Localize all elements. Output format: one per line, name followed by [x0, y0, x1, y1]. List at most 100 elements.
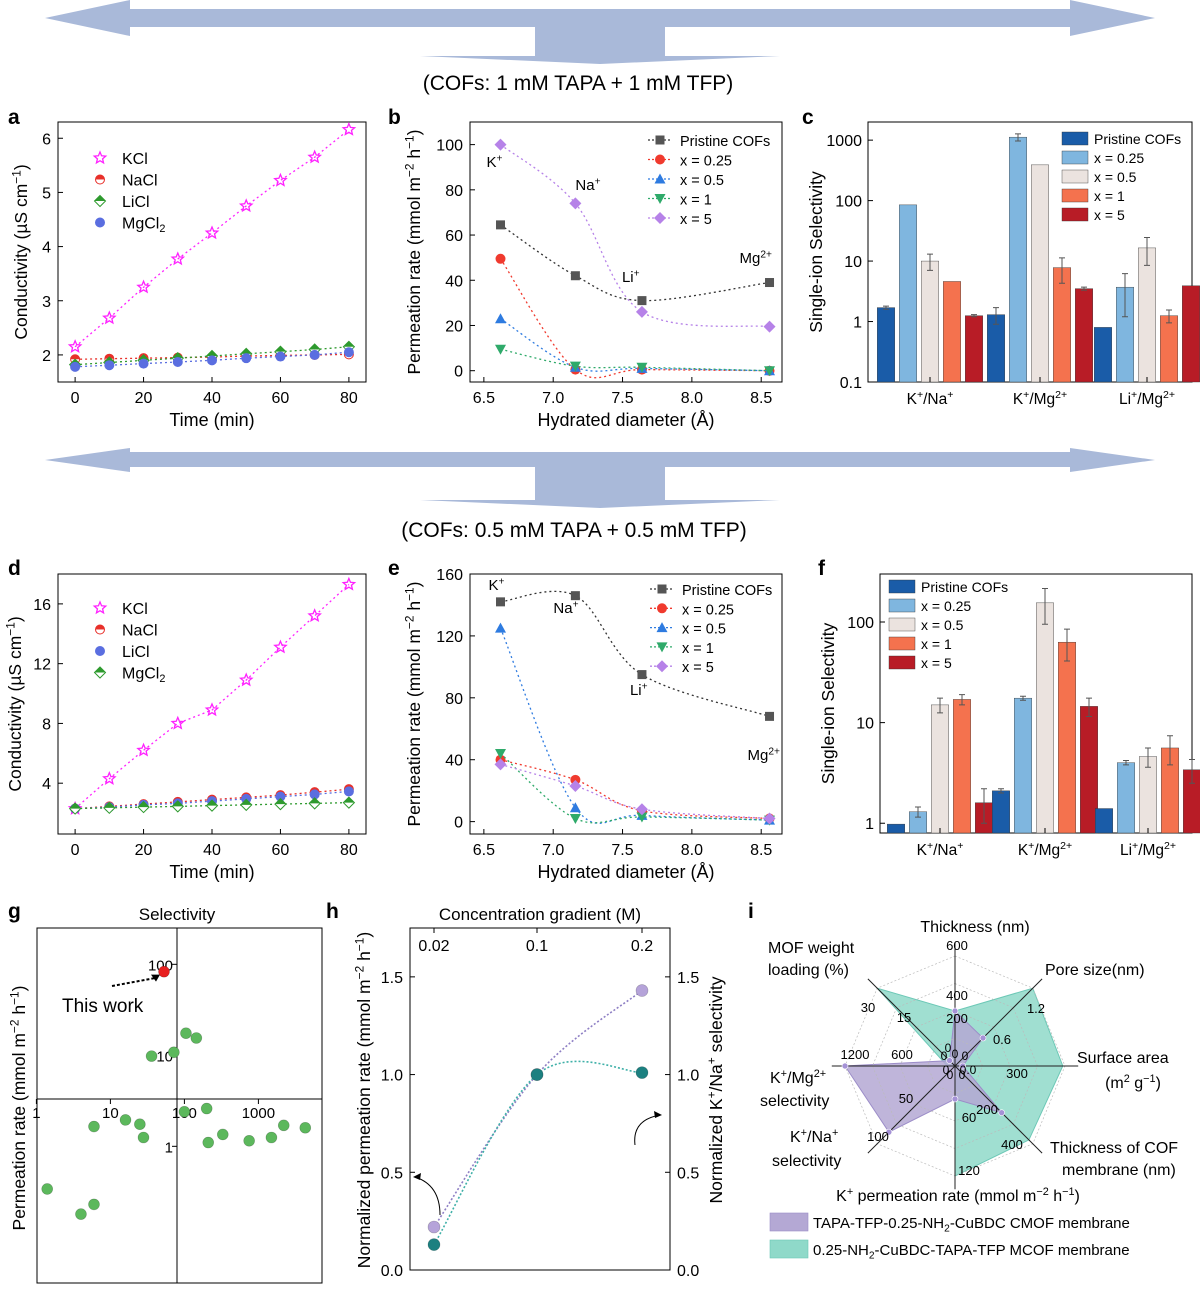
gF-errbar-1-4	[1086, 697, 1092, 718]
gD-point-0-7	[307, 608, 322, 623]
gG-point-9	[180, 1027, 192, 1040]
gD-legend-marker-1	[95, 624, 105, 635]
gD-series-line-2	[75, 790, 349, 810]
gI-axis-label-7b: loading (%)	[768, 962, 849, 979]
gH-xtick-label-2: 0.2	[631, 938, 653, 955]
gH-point-0-2	[635, 984, 649, 997]
gE-ytick-label-4: 160	[436, 567, 463, 584]
gG-point-17	[277, 1119, 290, 1132]
gA-point-3-0	[70, 361, 81, 372]
gG-point-1	[75, 1208, 87, 1220]
gH-point-1-1	[530, 1068, 544, 1081]
gA-point-0-2	[136, 279, 151, 294]
gG-point-18	[299, 1121, 312, 1134]
gA-point-3-5	[241, 353, 252, 364]
gB-legend-marker-1	[655, 154, 665, 165]
gF-errbar-1-0	[998, 788, 1004, 794]
gI-axis-label-7: MOF weight	[768, 940, 855, 957]
gF-errbar-0-3	[959, 694, 965, 706]
gD-xlabel: Time (min)	[169, 862, 254, 882]
gB-legend-label-4: x = 5	[680, 212, 712, 228]
gA-ylabel: Conductivity (µS cm−1)	[9, 164, 31, 339]
gF-bar-2-1	[1117, 762, 1135, 834]
gE-series-line-2	[499, 627, 770, 824]
gI-tick-label-6-0: 600	[891, 1047, 913, 1062]
gA-point-0-5	[238, 198, 254, 213]
gH-point-1-2	[635, 1066, 649, 1079]
gC-errbar-1-3	[1059, 257, 1065, 284]
gG-point-3	[88, 1120, 100, 1133]
panel-letter-f: f	[818, 557, 826, 580]
gI-tick-label-3-0: 200	[976, 1102, 998, 1117]
gE-point-3-1	[569, 814, 581, 825]
gC-legend-label-0: Pristine COFs	[1094, 131, 1181, 147]
gA-ytick-label-1: 3	[42, 294, 51, 311]
gC-ytick-label-4: 1000	[826, 133, 862, 150]
gA-legend-marker-2	[93, 194, 107, 208]
gE-point-4-2	[635, 803, 648, 816]
panel-letter-c: c	[802, 106, 814, 129]
gB-legend-label-0: Pristine COFs	[680, 134, 770, 150]
gG-point-11	[178, 1105, 191, 1118]
gB-point-0-2	[637, 296, 647, 306]
gE-series-line-1	[500, 759, 770, 820]
gI-tick-label-4-0: 60	[962, 1110, 976, 1125]
gD-legend-label-0: KCl	[122, 601, 148, 618]
gI-series-point-0-5	[885, 1128, 893, 1136]
gC-bar-1-2	[1031, 164, 1049, 383]
gB-point-0-3	[765, 278, 775, 288]
gC-legend-swatch-2	[1061, 169, 1089, 184]
gH-arrowhead-right	[654, 1111, 662, 1118]
gF-ytick-label-2: 100	[847, 615, 874, 632]
gH-y2tick-label-2: 1.0	[677, 1068, 699, 1085]
gD-legend-marker-0	[92, 600, 108, 615]
gC-bar-1-3	[1053, 267, 1071, 383]
gA-point-3-7	[309, 349, 320, 360]
gB-xtick-label-4: 8.5	[750, 390, 772, 407]
gD-point-3-8	[342, 796, 356, 809]
gB-series-line-0	[500, 224, 770, 302]
gE-legend-label-2: x = 0.5	[682, 622, 726, 638]
gI-legend-swatch-0	[769, 1212, 809, 1232]
gC-errbar-0-0	[883, 305, 889, 310]
gA-xtick-label-4: 80	[340, 390, 358, 407]
gF-legend-label-3: x = 1	[921, 636, 952, 652]
gF-bar-0-3	[953, 699, 971, 834]
gF-errbar-2-1	[1123, 760, 1129, 766]
gD-point-0-1	[102, 771, 117, 785]
gD-point-0-5	[238, 672, 254, 687]
panel-letter-e: e	[388, 557, 400, 580]
gC-legend-label-4: x = 5	[1094, 207, 1125, 223]
banner-label-middle: (COFs: 0.5 mM TAPA + 0.5 mM TFP)	[401, 519, 747, 542]
gH-arrow-right	[634, 1114, 661, 1146]
gB-series-line-4	[500, 144, 770, 328]
panel-letter-g: g	[8, 900, 21, 923]
gC-errbar-2-1	[1122, 273, 1128, 318]
gI-center-label-2: 0.0	[960, 1063, 977, 1077]
gA-point-3-8	[343, 347, 354, 358]
gH-xtick-label-1: 0.1	[526, 938, 548, 955]
gB-point-3-2	[636, 362, 648, 373]
gF-errbar-1-2	[1042, 588, 1048, 625]
gA-ytick-label-4: 6	[42, 131, 51, 148]
gB-ion-label-2: Li+	[622, 268, 640, 286]
gI-tick-label-3-1: 400	[1001, 1137, 1023, 1152]
gE-legend-label-1: x = 0.25	[682, 602, 734, 618]
gC-bar-1-1	[1009, 136, 1027, 383]
gB-point-0-1	[570, 271, 580, 281]
gG-point-8	[168, 1046, 180, 1059]
gF-frame	[879, 573, 1193, 834]
gE-point-4-1	[569, 780, 582, 793]
gD-point-3-1	[103, 801, 116, 815]
gC-frame	[867, 121, 1193, 383]
gA-ytick-label-3: 5	[42, 185, 51, 202]
panel-a: 0 20 40 60 80 2 3 4 5 6 Time (min) Conductivity (µS…	[9, 121, 367, 430]
gI-axis-label-2b: (m2 g−1)	[1105, 1073, 1161, 1092]
gG-point-4	[119, 1114, 132, 1126]
gI-axis-label-5: K+/Na+	[790, 1127, 838, 1146]
gC-errbar-0-2	[927, 253, 933, 271]
gF-errbar-0-1	[915, 806, 921, 818]
gI-series-point-0-3	[998, 1109, 1005, 1116]
gG-ylabel: Permeation rate (mmol m−2 h−1)	[7, 986, 29, 1231]
